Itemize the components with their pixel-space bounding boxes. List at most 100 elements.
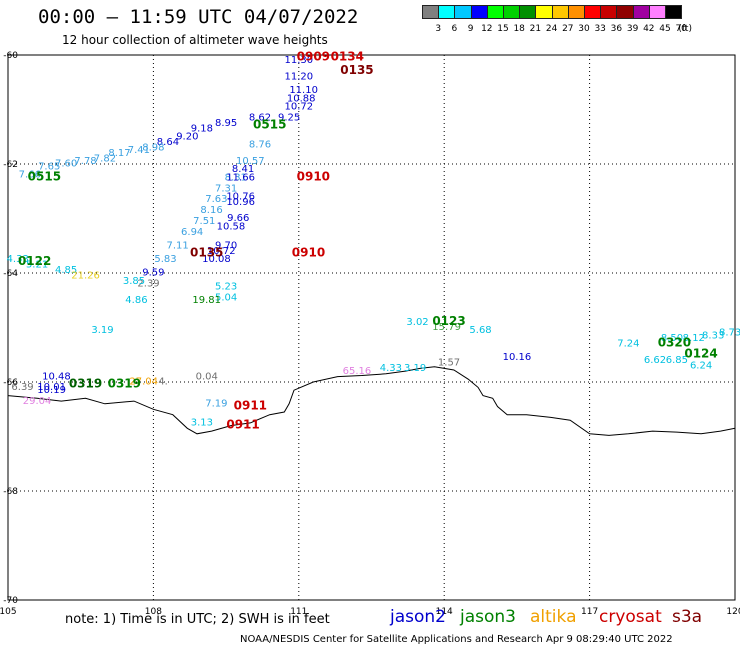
wave-height-label: 9.20 [176, 131, 198, 142]
latitude-tick-label: -64 [3, 269, 18, 279]
wave-height-label: 8.41 [232, 164, 254, 175]
wave-height-label: 10.57 [236, 156, 265, 167]
wave-height-label: 8.16 [200, 205, 222, 216]
wave-height-label: 7.41 [128, 145, 150, 156]
wave-height-label: 6.39 [11, 382, 33, 393]
wave-height-label: 5.83 [154, 254, 176, 265]
wave-height-label: 10.19 [37, 385, 66, 396]
plot-frame [7, 54, 736, 601]
wave-height-label: 8.50 [661, 333, 683, 344]
pass-time-label: 0319 [108, 376, 141, 390]
wave-height-label: 10.76 [226, 191, 255, 202]
colorbar-label: 21 [529, 24, 542, 34]
latitude-tick-label: -70 [3, 596, 18, 606]
wave-height-label: 6.85 [666, 355, 688, 366]
colorbar-swatch [665, 5, 683, 19]
pass-time-label: 0123 [432, 314, 465, 328]
wave-height-label: 7.65 [38, 161, 60, 172]
pass-time-label: 0515 [253, 118, 286, 132]
legend-entry-cryosat: cryosat [599, 607, 662, 627]
longitude-tick-label: 111 [290, 607, 307, 617]
wave-height-label: 5.21 [26, 260, 48, 271]
wave-height-label: 3.19 [404, 363, 426, 374]
wave-height-label: 8.95 [215, 118, 237, 129]
pass-time-label: 0122 [18, 254, 51, 268]
pass-time-label: 0134 [331, 49, 364, 63]
latitude-tick-label: -66 [3, 378, 18, 388]
colorbar-label: 27 [562, 24, 574, 34]
wave-height-label: 6.94 [181, 227, 203, 238]
colorbar-label: 36 [610, 24, 623, 34]
wave-height-label: 6.62 [644, 355, 666, 366]
wave-height-label: 7.66 [19, 170, 41, 181]
wave-height-label: 10.08 [202, 254, 231, 265]
wave-height-label: 11.20 [284, 72, 313, 83]
pass-time-label: 0911 [226, 417, 259, 431]
pass-time-label: 0319 [69, 376, 102, 390]
wave-height-label: 9.66 [227, 213, 249, 224]
wave-height-label: 1.57 [438, 358, 460, 369]
longitude-tick-label: 114 [436, 607, 453, 617]
longitude-tick-label: 120 [726, 607, 740, 617]
longitude-tick-label: 108 [145, 607, 162, 617]
colorbar-label: 24 [545, 24, 558, 34]
wave-height-label: 7.82 [94, 153, 116, 164]
wave-height-label: 10.88 [287, 93, 316, 104]
legend-entry-jason3: jason3 [460, 607, 516, 627]
wave-height-label: 11.66 [226, 172, 255, 183]
wave-height-label: 7.31 [215, 183, 237, 194]
legend-entry-altika: altika [530, 607, 577, 627]
wave-height-label: 3.02 [406, 317, 428, 328]
wave-height-label: 8.17 [108, 148, 130, 159]
footnote: note: 1) Time is in UTC; 2) SWH is in fe… [65, 612, 330, 627]
longitude-tick-label: 117 [581, 607, 598, 617]
legend-entry-jason2: jason2 [390, 607, 446, 627]
colorbar-label: 42 [643, 24, 655, 34]
longitude-tick-label: 105 [0, 607, 17, 617]
wave-height-label: 8.62 [249, 112, 271, 123]
wave-height-label: 11.10 [289, 85, 318, 96]
colorbar-unit: (ft) [678, 24, 692, 34]
wave-height-label: 7.11 [167, 240, 189, 251]
wave-height-label: 4.85 [55, 265, 77, 276]
wave-height-label: 7.60 [55, 159, 77, 170]
antarctic-coastline [7, 366, 736, 436]
wave-height-label: 10.01 [37, 382, 66, 393]
wave-height-label: 6.24 [690, 360, 712, 371]
wave-height-label: 9.59 [142, 268, 164, 279]
wave-height-label: 3.19 [91, 325, 113, 336]
wave-height-label: 10.16 [503, 352, 532, 363]
colorbar-label: 39 [626, 24, 639, 34]
latitude-tick-label: -68 [3, 487, 18, 497]
colorbar-label: 12 [481, 24, 493, 34]
wave-height-label: 5.23 [215, 281, 237, 292]
legend-entry-s3a: s3a [672, 607, 703, 627]
wave-height-label: 9.18 [191, 123, 213, 134]
wave-height-label: 21.26 [71, 270, 100, 281]
wave-height-label: 8.33 [702, 330, 724, 341]
wave-height-label: 27.04 [129, 377, 158, 388]
colorbar-label: 45 [659, 24, 671, 34]
wave-height-label: 10.72 [284, 102, 313, 113]
wave-height-label: 8.12 [683, 333, 705, 344]
wave-height-label: 3.85 [123, 276, 145, 287]
colorbar-label: 3 [435, 24, 442, 34]
wave-height-label: 3.13 [191, 418, 213, 429]
wave-height-label: 8.31 [225, 172, 247, 183]
pass-time-label: 0124 [684, 346, 717, 360]
page-title: 00:00 – 11:59 UTC 04/07/2022 [38, 6, 359, 28]
pass-time-label: 0911 [234, 398, 267, 412]
pass-time-label: 0910 [292, 246, 325, 260]
wave-height-label: 7.63 [205, 194, 227, 205]
wave-height-label: 65.16 [343, 366, 372, 377]
wave-height-label: 10.48 [42, 371, 71, 382]
page-subtitle: 12 hour collection of altimeter wave hei… [62, 33, 328, 47]
credit-line: NOAA/NESDIS Center for Satellite Applica… [240, 634, 673, 645]
wave-height-label: 8.73 [719, 328, 740, 339]
wave-height-label: 29.04 [23, 396, 52, 407]
colorbar-label: 70 [675, 24, 687, 34]
wave-height-label: 15.79 [432, 322, 461, 333]
wave-height-label: 9.70 [215, 240, 237, 251]
wave-height-label: 7.24 [617, 339, 639, 350]
